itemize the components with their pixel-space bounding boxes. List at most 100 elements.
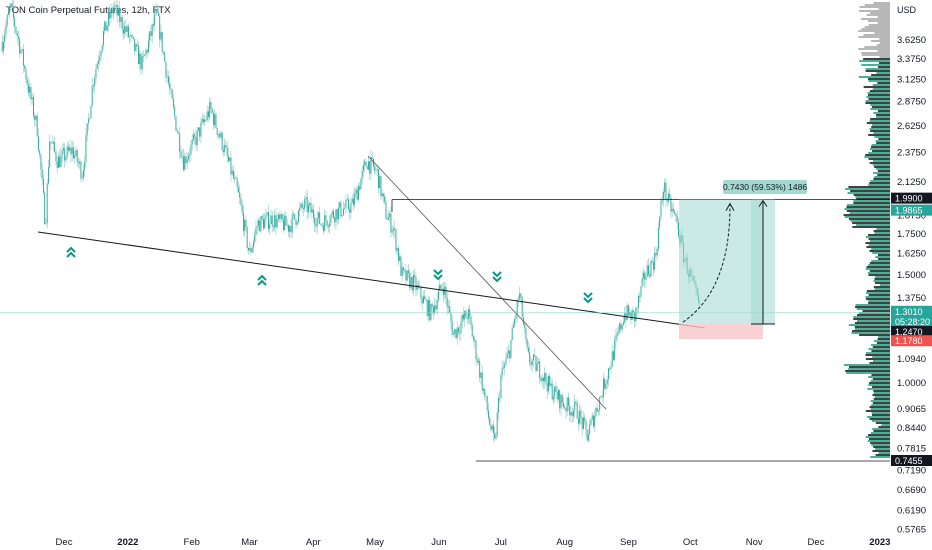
volume-profile-bar xyxy=(872,356,890,358)
volume-profile-bar xyxy=(869,240,890,242)
candle xyxy=(514,318,516,326)
volume-profile-bar xyxy=(876,116,890,118)
candle xyxy=(621,324,623,330)
candle xyxy=(342,208,344,215)
candle xyxy=(515,315,517,319)
candle xyxy=(436,300,438,310)
candle xyxy=(121,17,123,30)
price-label: 1.3010 xyxy=(895,307,923,317)
candle xyxy=(189,154,191,156)
candle xyxy=(24,65,26,69)
candle xyxy=(550,383,552,386)
candle xyxy=(211,108,213,113)
candle xyxy=(561,394,563,403)
candle xyxy=(476,358,478,363)
candle xyxy=(557,390,559,400)
volume-profile-bar xyxy=(867,78,890,80)
volume-profile-bar xyxy=(867,416,890,418)
x-tick-label: Jun xyxy=(431,537,446,548)
time-axis[interactable]: Dec 2022 Feb Mar Apr May Jun Jul Aug Sep Oct Nov Dec… xyxy=(56,537,891,548)
candle xyxy=(507,350,509,354)
candle xyxy=(264,218,266,229)
volume-profile-bar xyxy=(869,128,890,130)
volume-profile-bar xyxy=(875,256,890,258)
candle xyxy=(216,127,218,135)
candle xyxy=(300,203,302,208)
candle xyxy=(604,378,606,389)
volume-profile-bar xyxy=(873,390,890,392)
volume-profile-bar xyxy=(866,96,890,98)
candle xyxy=(417,284,419,288)
candle xyxy=(530,362,532,366)
candle xyxy=(667,193,669,202)
volume-profile-bar xyxy=(877,110,890,112)
candle xyxy=(199,127,201,137)
volume-profile-bar xyxy=(856,224,890,226)
candle xyxy=(321,224,323,226)
candle xyxy=(214,114,216,125)
volume-profile-bar xyxy=(870,12,890,14)
candle xyxy=(145,49,147,55)
candle xyxy=(517,299,519,300)
candle xyxy=(164,52,166,62)
volume-profile-bar xyxy=(865,102,890,104)
volume-profile-bar xyxy=(868,152,890,154)
price-axis[interactable]: 3.6250 3.3750 3.1250 2.8750 2.6250 2.3750 2.12… xyxy=(897,35,926,535)
candle xyxy=(556,391,558,400)
candle xyxy=(347,199,349,209)
candle xyxy=(602,378,604,398)
candle xyxy=(89,118,91,120)
volume-profile-bar xyxy=(848,218,890,220)
x-tick-label: Jul xyxy=(495,537,507,548)
candle xyxy=(175,116,177,131)
volume-profile-bar xyxy=(852,226,890,228)
candle xyxy=(7,11,9,16)
candle xyxy=(107,12,109,26)
volume-profile-bar xyxy=(876,142,890,144)
candle xyxy=(284,215,286,231)
candle xyxy=(5,25,7,35)
volume-profile-bar xyxy=(869,148,890,150)
price-label-bg xyxy=(891,326,932,338)
projection-arrowhead xyxy=(725,202,735,211)
candle xyxy=(46,183,48,223)
candle xyxy=(420,286,422,299)
volume-profile-bar xyxy=(871,344,890,346)
candle xyxy=(309,202,311,205)
volume-profile-bar xyxy=(868,244,890,246)
candle xyxy=(671,208,673,212)
candle xyxy=(234,177,236,179)
candle xyxy=(579,410,581,424)
candle xyxy=(15,27,17,33)
candle xyxy=(506,353,508,359)
candle xyxy=(414,275,416,278)
candle xyxy=(590,419,592,425)
candle xyxy=(102,31,104,46)
candle xyxy=(492,425,494,434)
candle xyxy=(67,146,69,151)
volume-profile-bar xyxy=(865,236,890,238)
volume-profile-bar xyxy=(858,30,890,32)
candle xyxy=(305,197,307,200)
candle xyxy=(196,130,198,146)
candle xyxy=(584,417,586,421)
candle xyxy=(227,155,229,161)
candle xyxy=(326,220,328,226)
candle xyxy=(529,351,531,363)
volume-profile-bar xyxy=(871,404,890,406)
candle xyxy=(50,141,52,143)
volume-profile-bar xyxy=(848,186,890,188)
candle xyxy=(614,340,616,360)
candle xyxy=(545,372,547,383)
candle xyxy=(240,197,242,205)
candle xyxy=(254,234,256,242)
candle xyxy=(251,247,253,253)
resistance-trendline xyxy=(367,155,607,410)
volume-profile-bar xyxy=(877,170,890,172)
candle xyxy=(337,207,339,220)
candle xyxy=(94,78,96,86)
volume-profile-bar xyxy=(878,62,890,64)
candle xyxy=(586,429,588,441)
candle xyxy=(49,141,51,168)
